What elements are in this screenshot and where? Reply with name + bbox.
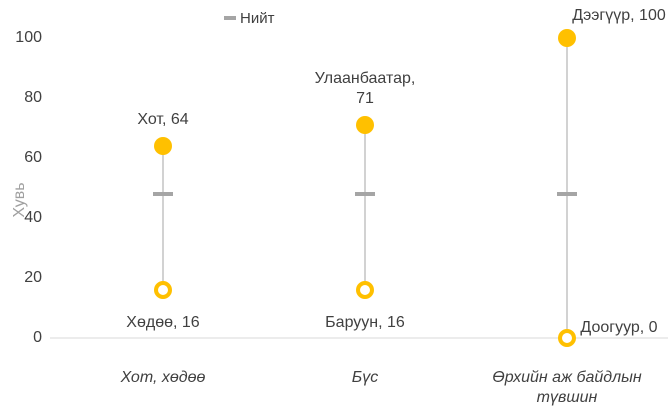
max-marker: [154, 137, 172, 155]
min-marker: [356, 281, 374, 299]
x-tick-label: Өрхийн аж байдлын түвшин: [492, 369, 642, 406]
y-tick-label: 40: [24, 209, 42, 226]
legend-label: Нийт: [240, 10, 275, 27]
min-label: Баруун, 16: [325, 314, 405, 331]
y-tick-label: 20: [24, 269, 42, 286]
max-marker: [558, 29, 576, 47]
x-tick-label: Хот, хөдөө: [120, 369, 206, 386]
max-label: Улаанбаатар, 71: [314, 70, 416, 107]
max-label: Дээгүүр, 100: [572, 7, 666, 24]
y-tick-label: 60: [24, 149, 42, 166]
total-marker: [355, 192, 375, 196]
x-tick-label: Бүс: [351, 369, 379, 386]
max-label: Хот, 64: [137, 111, 189, 128]
total-marker: [557, 192, 577, 196]
legend-swatch: [224, 16, 236, 20]
y-axis-title: Хувь: [11, 182, 28, 217]
y-tick-label: 80: [24, 89, 42, 106]
y-tick-label: 0: [33, 329, 42, 346]
y-tick-label: 100: [15, 29, 42, 46]
min-label: Доогуур, 0: [580, 319, 658, 336]
min-label: Хөдөө, 16: [126, 314, 200, 331]
min-marker: [154, 281, 172, 299]
min-marker: [558, 329, 576, 347]
max-marker: [356, 116, 374, 134]
total-marker: [153, 192, 173, 196]
